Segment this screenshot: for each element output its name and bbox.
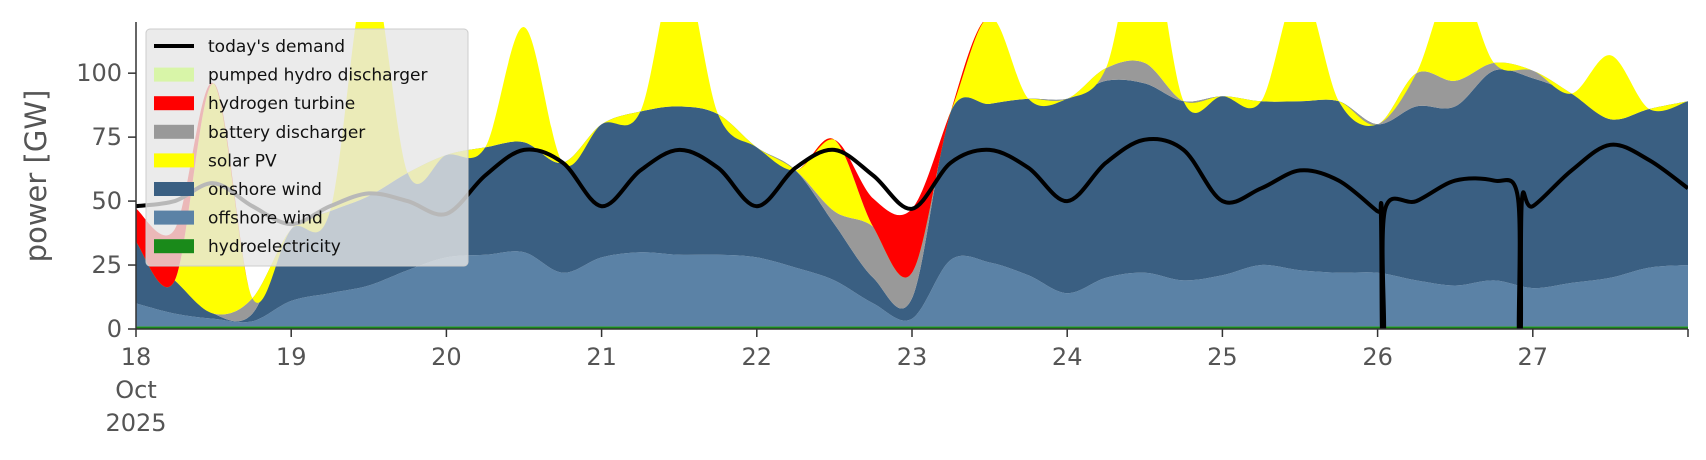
x-tick-label: 23 [897, 343, 928, 371]
legend-entry: solar PV [154, 151, 277, 171]
x-tick-label: 2025 [105, 409, 166, 437]
legend-entry: pumped hydro discharger [154, 66, 427, 86]
legend-swatch [154, 210, 194, 225]
area-offshore-wind [136, 251, 1688, 327]
area-onshore-wind [136, 69, 1688, 323]
area-hydrogen-turbine [136, 22, 1688, 303]
y-tick-label: 0 [107, 315, 122, 343]
x-tick-label: Oct [115, 376, 157, 404]
legend-entry: hydrogen turbine [154, 94, 355, 114]
x-tick-label: 24 [1052, 343, 1083, 371]
legend-label: hydrogen turbine [208, 94, 355, 114]
x-tick-label: 25 [1207, 343, 1238, 371]
legend-swatch [154, 182, 194, 196]
legend-entry: hydroelectricity [154, 237, 341, 257]
legend-swatch [154, 96, 194, 111]
x-tick-label: 20 [431, 343, 462, 371]
legend-swatch [154, 239, 194, 254]
legend-label: onshore wind [208, 180, 322, 200]
y-tick-label: 50 [91, 187, 122, 215]
legend-box [145, 28, 469, 267]
x-tick-label: 27 [1518, 343, 1549, 371]
x-tick-label: 22 [742, 343, 773, 371]
legend-label: solar PV [208, 151, 277, 171]
legend-swatch [154, 124, 194, 139]
y-axis-label: power [GW] [19, 90, 53, 263]
legend-entry: battery discharger [154, 123, 365, 143]
x-tick-label: 19 [276, 343, 307, 371]
axes: 0 25 50 75 100 18 Oct 2025 19 20 21 22 23 24 25 26 27 [76, 22, 1689, 437]
area-solar-pv [136, 22, 1688, 315]
legend-label: today's demand [208, 37, 345, 57]
legend-entry: onshore wind [154, 180, 322, 200]
y-tick-label: 100 [76, 59, 122, 87]
legend: today's demand pumped hydro discharger hyd… [145, 28, 469, 267]
legend-label: hydroelectricity [208, 237, 341, 257]
legend-label: battery discharger [208, 123, 365, 143]
x-tick-label: 21 [586, 343, 617, 371]
x-tick-label: 18 [121, 343, 152, 371]
legend-label: offshore wind [208, 209, 323, 229]
legend-swatch [154, 67, 194, 82]
y-tick-label: 25 [91, 251, 122, 279]
legend-label: pumped hydro discharger [208, 66, 427, 86]
y-tick-label: 75 [91, 123, 122, 151]
x-tick-label: 26 [1362, 343, 1393, 371]
legend-swatch [154, 153, 194, 168]
legend-entry: offshore wind [154, 209, 323, 229]
legend-entry: today's demand [154, 37, 345, 57]
